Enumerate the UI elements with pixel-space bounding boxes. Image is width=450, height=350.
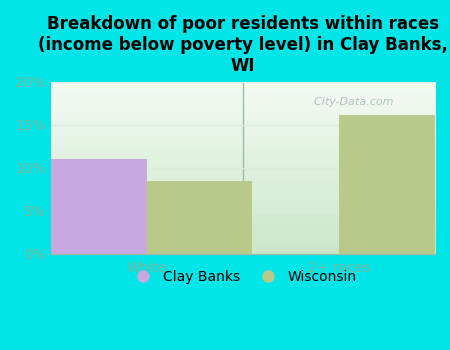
Bar [41, 159, 147, 253]
Text: City-Data.com: City-Data.com [307, 97, 394, 107]
Bar [339, 115, 445, 253]
Legend: Clay Banks, Wisconsin: Clay Banks, Wisconsin [124, 265, 362, 289]
Title: Breakdown of poor residents within races
(income below poverty level) in Clay Ba: Breakdown of poor residents within races… [38, 15, 448, 75]
Bar [147, 181, 252, 253]
